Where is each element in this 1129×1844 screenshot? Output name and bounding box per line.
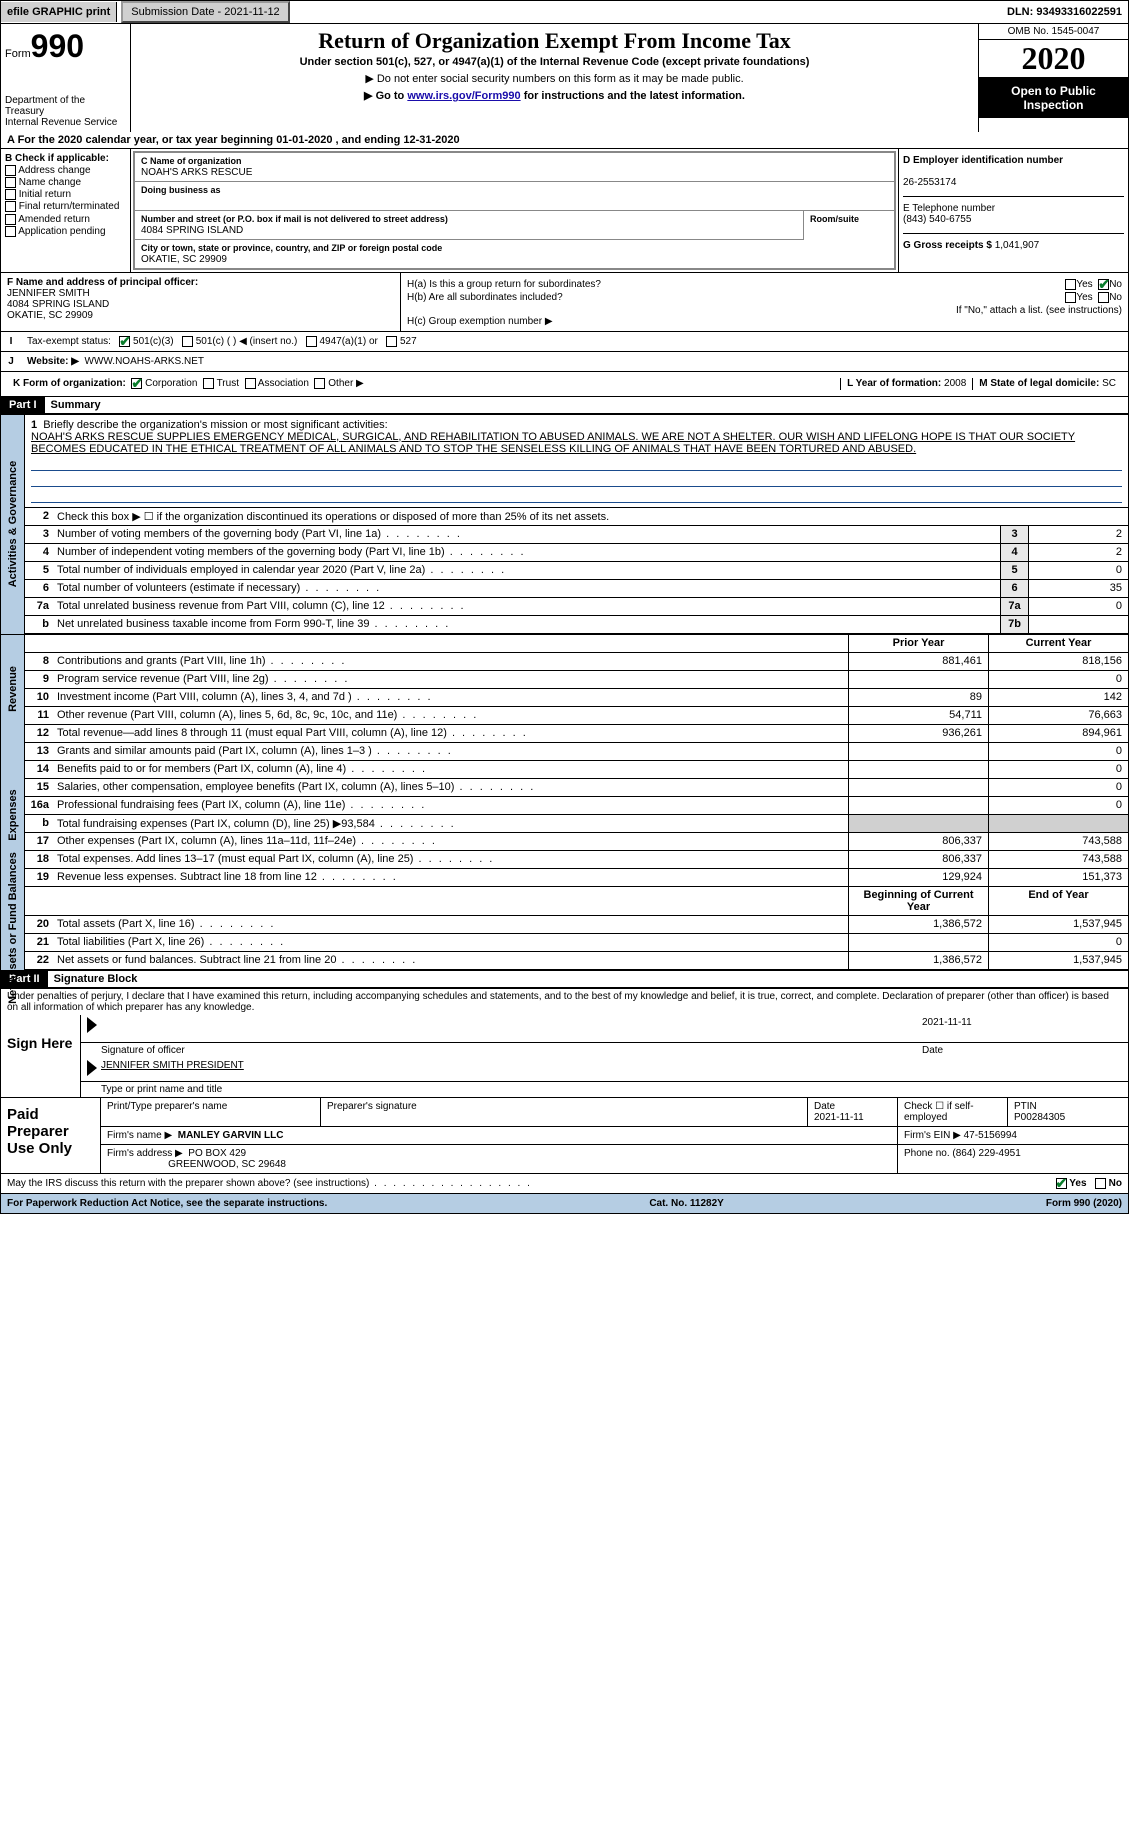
officer-name: JENNIFER SMITH PRESIDENT [101,1060,1122,1079]
current-year-header: Current Year [988,635,1128,652]
gov-line-2: 2Check this box ▶ ☐ if the organization … [25,508,1128,526]
form-subtitle: Under section 501(c), 527, or 4947(a)(1)… [135,56,974,68]
sign-here-block: Sign Here 2021-11-11 Signature of office… [0,1015,1129,1098]
line-9: 9Program service revenue (Part VIII, lin… [25,671,1128,689]
website-url: WWW.NOAHS-ARKS.NET [85,356,204,367]
gov-line-7a: 7aTotal unrelated business revenue from … [25,598,1128,616]
form-number: Form990 [5,28,126,65]
row-klm: K Form of organization: Corporation Trus… [0,372,1129,396]
firm-ein: 47-5156994 [964,1130,1017,1141]
line-12: 12Total revenue—add lines 8 through 11 (… [25,725,1128,743]
line-21: 21Total liabilities (Part X, line 26)0 [25,934,1128,952]
org-city: OKATIE, SC 29909 [141,254,227,265]
dln-label: DLN: 93493316022591 [1001,2,1128,22]
org-address: 4084 SPRING ISLAND [141,225,243,236]
side-label-net-assets: Net Assets or Fund Balances [7,852,19,1004]
phone: (843) 540-6755 [903,214,971,225]
side-label-expenses: Expenses [7,789,19,840]
paid-preparer-block: Paid Preparer Use Only Print/Type prepar… [0,1098,1129,1174]
efile-label: efile GRAPHIC print [1,2,117,22]
gov-line-6: 6Total number of volunteers (estimate if… [25,580,1128,598]
arrow-icon [87,1060,97,1076]
gov-line-b: bNet unrelated business taxable income f… [25,616,1128,634]
ssn-notice: ▶ Do not enter social security numbers o… [135,72,974,85]
line-18: 18Total expenses. Add lines 13–17 (must … [25,851,1128,869]
form-title: Return of Organization Exempt From Incom… [135,28,974,54]
ptin: P00284305 [1014,1112,1065,1123]
submission-date-button[interactable]: Submission Date - 2021-11-12 [121,1,289,23]
gross-receipts: 1,041,907 [995,240,1040,251]
gov-line-5: 5Total number of individuals employed in… [25,562,1128,580]
mission-block: 1 Briefly describe the organization's mi… [25,415,1128,508]
gov-line-4: 4Number of independent voting members of… [25,544,1128,562]
activities-governance-section: Activities & Governance 1 Briefly descri… [0,415,1129,634]
line-10: 10Investment income (Part VIII, column (… [25,689,1128,707]
discuss-row: May the IRS discuss this return with the… [0,1174,1129,1194]
tax-year: 2020 [979,40,1128,78]
section-h: H(a) Is this a group return for subordin… [401,273,1128,331]
revenue-section: Revenue Prior Year Current Year 8Contrib… [0,634,1129,743]
omb-number: OMB No. 1545-0047 [979,24,1128,40]
line-8: 8Contributions and grants (Part VIII, li… [25,653,1128,671]
row-j-website: J Website: ▶ WWW.NOAHS-ARKS.NET [0,352,1129,372]
expenses-section: Expenses 13Grants and similar amounts pa… [0,743,1129,887]
footer-row: For Paperwork Reduction Act Notice, see … [0,1194,1129,1214]
org-name: NOAH'S ARKS RESCUE [141,167,252,178]
line-11: 11Other revenue (Part VIII, column (A), … [25,707,1128,725]
ein: 26-2553174 [903,177,956,188]
entity-block: B Check if applicable: Address change Na… [0,149,1129,273]
instructions-link-line: ▶ Go to www.irs.gov/Form990 for instruct… [135,89,974,102]
part-2-header: Part II Signature Block [1,971,1128,988]
firm-name: MANLEY GARVIN LLC [178,1130,284,1141]
section-d-e-g: D Employer identification number26-25531… [898,149,1128,272]
dept-treasury: Department of the TreasuryInternal Reven… [5,95,126,128]
section-c: C Name of organizationNOAH'S ARKS RESCUE… [131,149,898,272]
row-i-tax-status: I Tax-exempt status: 501(c)(3) 501(c) ( … [0,332,1129,352]
mission-text: NOAH'S ARKS RESCUE SUPPLIES EMERGENCY ME… [31,431,1075,455]
prep-date: 2021-11-11 [814,1112,864,1123]
line-16a: 16aProfessional fundraising fees (Part I… [25,797,1128,815]
line-22: 22Net assets or fund balances. Subtract … [25,952,1128,970]
line-20: 20Total assets (Part X, line 16)1,386,57… [25,916,1128,934]
signature-declaration: Under penalties of perjury, I declare th… [0,989,1129,1015]
line-14: 14Benefits paid to or for members (Part … [25,761,1128,779]
open-public-badge: Open to Public Inspection [979,78,1128,118]
row-a-period: A For the 2020 calendar year, or tax yea… [0,132,1129,149]
gov-line-3: 3Number of voting members of the governi… [25,526,1128,544]
line-13: 13Grants and similar amounts paid (Part … [25,743,1128,761]
side-label-revenue: Revenue [7,666,19,712]
irs-link[interactable]: www.irs.gov/Form990 [407,90,520,102]
beginning-year-header: Beginning of Current Year [848,887,988,915]
net-assets-section: Net Assets or Fund Balances Beginning of… [0,887,1129,971]
line-17: 17Other expenses (Part IX, column (A), l… [25,833,1128,851]
form-header: Form990 Department of the TreasuryIntern… [0,24,1129,132]
section-f: F Name and address of principal officer:… [1,273,401,331]
part-1-header: Part I Summary [1,397,1128,414]
line-15: 15Salaries, other compensation, employee… [25,779,1128,797]
top-bar: efile GRAPHIC print Submission Date - 20… [0,0,1129,24]
line-19: 19Revenue less expenses. Subtract line 1… [25,869,1128,887]
end-year-header: End of Year [988,887,1128,915]
arrow-icon [87,1017,97,1033]
f-h-row: F Name and address of principal officer:… [0,273,1129,332]
prior-year-header: Prior Year [848,635,988,652]
section-b: B Check if applicable: Address change Na… [1,149,131,272]
sig-date: 2021-11-11 [922,1017,1122,1040]
firm-phone: (864) 229-4951 [952,1148,1020,1159]
side-label-governance: Activities & Governance [7,461,19,588]
firm-address: PO BOX 429 [188,1148,246,1159]
line-b: bTotal fundraising expenses (Part IX, co… [25,815,1128,833]
